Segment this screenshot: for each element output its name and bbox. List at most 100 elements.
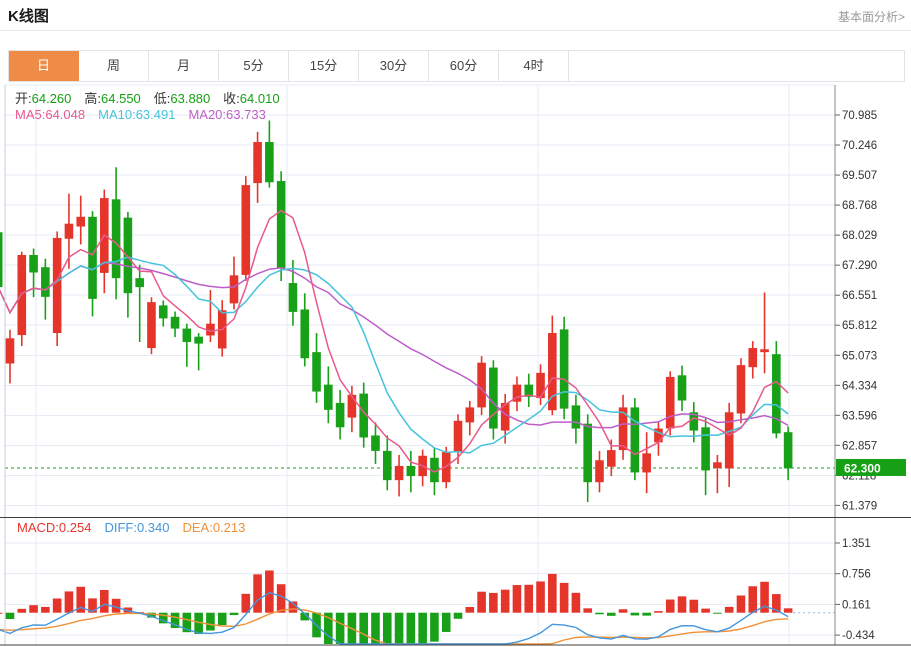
- ohlc-low: 低:63.880: [154, 91, 210, 106]
- macd-histogram-bar: [606, 612, 616, 616]
- candle-body: [524, 384, 534, 397]
- macd-histogram-bar: [17, 608, 27, 613]
- candle-body: [595, 460, 604, 483]
- candle-body: [665, 376, 675, 429]
- price-axis-label: 62.857: [842, 440, 877, 452]
- macd-histogram-bar: [253, 574, 262, 613]
- macd-histogram-bar: [0, 612, 3, 614]
- candle-body: [335, 402, 345, 428]
- fundamental-analysis-link[interactable]: 基本面分析>: [837, 10, 905, 24]
- diff-legend-value: 0.340: [136, 520, 170, 535]
- candle-body: [430, 457, 439, 483]
- macd-histogram-bar: [265, 570, 274, 613]
- latest-price-badge-label: 62.300: [844, 461, 881, 475]
- macd-histogram-bar: [217, 612, 227, 626]
- candle-body: [76, 216, 86, 227]
- tab-week[interactable]: 周: [79, 51, 149, 81]
- macd-histogram-bar: [524, 584, 534, 613]
- macd-histogram-bar: [536, 581, 545, 613]
- candle-body: [29, 255, 38, 273]
- candle-body: [41, 267, 50, 297]
- macd-histogram-bar: [441, 612, 451, 632]
- macd-histogram-bar: [418, 612, 427, 644]
- candle-body: [194, 336, 203, 344]
- price-axis-label: 64.334: [842, 380, 878, 392]
- candle-body: [724, 412, 734, 469]
- macd-histogram-bar: [595, 612, 604, 615]
- latest-price-badge: [836, 458, 906, 476]
- candle-body: [606, 450, 616, 467]
- macd-histogram-bar: [583, 608, 592, 613]
- ma10-legend: MA10:63.491: [98, 107, 175, 122]
- macd-histogram-bar: [194, 612, 203, 634]
- price-axis-label: 65.073: [842, 350, 877, 362]
- candle-body: [618, 407, 628, 451]
- candle-body: [206, 323, 215, 336]
- macd-histogram-bar: [335, 612, 345, 644]
- macd-legend-label: MACD:: [17, 520, 59, 535]
- macd-histogram-bar: [229, 612, 239, 616]
- ma20-legend-label: MA20:: [188, 107, 227, 122]
- candle-body: [760, 349, 769, 353]
- candle-body: [88, 216, 97, 299]
- macd-axis-label: -0.434: [842, 630, 875, 642]
- macd-histogram-bar: [41, 606, 50, 613]
- dea-legend-value: 0.213: [212, 520, 246, 535]
- macd-histogram-bar: [182, 612, 192, 633]
- macd-histogram-bar: [406, 612, 416, 644]
- tab-60min[interactable]: 60分: [429, 51, 499, 81]
- price-axis-label: 61.379: [842, 500, 877, 512]
- ohlc-low-value: 63.880: [170, 91, 211, 106]
- tab-30min[interactable]: 30分: [359, 51, 429, 81]
- candle-body: [17, 255, 27, 336]
- macd-histogram-bar: [713, 612, 722, 614]
- macd-histogram-bar: [241, 593, 251, 613]
- macd-histogram-bar: [394, 612, 404, 644]
- candle-body: [253, 142, 262, 184]
- macd-legend-value: 0.254: [58, 520, 92, 535]
- macd-histogram-bar: [489, 592, 498, 613]
- candle-body: [583, 423, 592, 483]
- candle-body: [158, 305, 168, 319]
- macd-histogram-bar: [100, 589, 109, 613]
- ma20-legend: MA20:63.733: [188, 107, 265, 122]
- tab-day[interactable]: 日: [9, 51, 79, 81]
- candle-body: [135, 278, 144, 288]
- ma-legend: MA5:64.048 MA10:63.491 MA20:63.733: [15, 107, 279, 122]
- tab-month[interactable]: 月: [149, 51, 219, 81]
- price-axis-label: 65.812: [842, 320, 877, 332]
- candle-body: [241, 185, 251, 275]
- ma10-legend-label: MA10:: [98, 107, 136, 122]
- macd-histogram-bar: [359, 612, 368, 644]
- macd-histogram-bar: [736, 595, 746, 613]
- macd-histogram-bar: [52, 598, 62, 613]
- dea-line: [0, 608, 789, 645]
- macd-histogram-bar: [288, 601, 298, 613]
- macd-histogram-bar: [642, 612, 651, 616]
- candle-body: [52, 237, 62, 334]
- macd-histogram-bar: [111, 598, 121, 613]
- macd-histogram-bar: [29, 605, 38, 613]
- price-axis-label: 63.596: [842, 410, 877, 422]
- candle-body: [229, 275, 239, 304]
- macd-histogram-bar: [701, 608, 710, 613]
- interval-tabbar: 日周月 5分 15分 30分 60分 4时: [8, 50, 905, 82]
- diff-line: [0, 592, 789, 645]
- candle-body: [394, 465, 404, 481]
- tab-5min[interactable]: 5分: [219, 51, 289, 81]
- macd-histogram-bar: [559, 582, 569, 613]
- price-axis-label: 68.029: [842, 230, 877, 242]
- ohlc-close-value: 64.010: [239, 91, 280, 106]
- candle-body: [489, 367, 498, 429]
- macd-histogram-bar: [665, 599, 675, 613]
- candle-body: [642, 453, 651, 473]
- macd-legend: MACD:0.254: [17, 520, 91, 535]
- candle-body: [288, 283, 298, 312]
- candle-body: [182, 328, 192, 342]
- tab-15min[interactable]: 15分: [289, 51, 359, 81]
- candle-body: [713, 462, 722, 468]
- tab-4hour[interactable]: 4时: [499, 51, 569, 81]
- candle-body: [630, 407, 640, 473]
